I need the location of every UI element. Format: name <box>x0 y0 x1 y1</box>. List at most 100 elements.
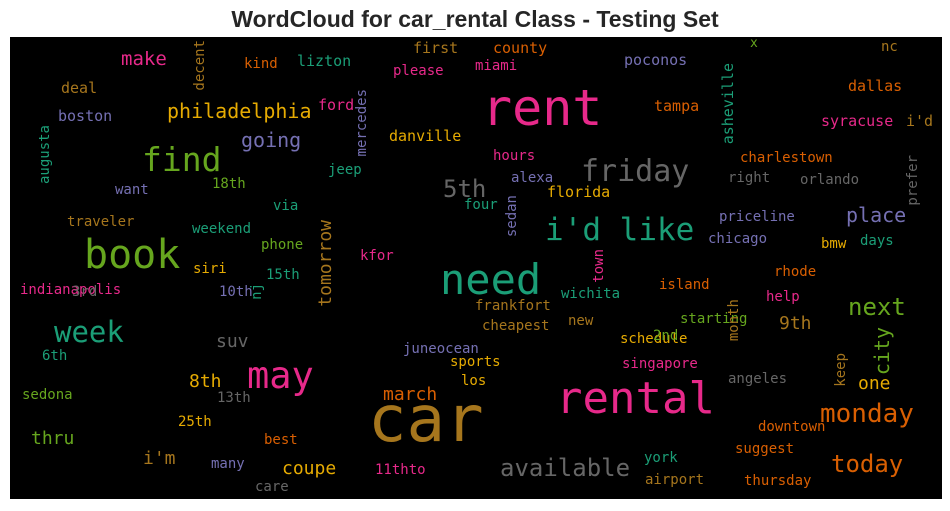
word-angeles: month <box>726 299 742 342</box>
word-kind: kind <box>244 56 278 72</box>
word-sedona: los <box>461 373 487 389</box>
word-car: car <box>368 383 484 457</box>
word-13th: 25th <box>178 414 212 430</box>
word-next: next <box>848 293 906 321</box>
word-los: angeles <box>728 371 788 387</box>
word-first: first <box>413 39 459 57</box>
word-id: i'd <box>906 112 934 130</box>
word-phone: phone <box>261 237 304 253</box>
word-philadelphia: philadelphia <box>167 99 312 123</box>
word-frankfort: new <box>568 313 594 329</box>
word-dallas: dallas <box>848 77 903 95</box>
word-right: right <box>728 170 771 186</box>
word-care: airport <box>645 472 705 488</box>
word-number: siri <box>193 261 227 277</box>
word-18th: 18th <box>212 176 246 192</box>
word-charlestown: charlestown <box>740 150 833 166</box>
word-kfor: kfor <box>360 248 394 264</box>
word-find: find <box>142 140 222 179</box>
word-alexa: alexa <box>511 170 554 186</box>
word-bmw: bmw <box>821 236 847 252</box>
word-rent: rent <box>482 79 603 137</box>
word-chicago: chicago <box>708 231 768 247</box>
word-5th: 5th <box>443 175 487 203</box>
word-make: make <box>121 48 167 70</box>
word-one: one <box>858 373 891 394</box>
word-lizton: lizton <box>297 52 352 70</box>
word-today: today <box>831 450 904 478</box>
word-days: days <box>860 233 894 249</box>
word-tampa: tampa <box>654 97 700 115</box>
word-island: help <box>766 289 800 305</box>
word-rental: rental <box>556 373 715 424</box>
word-suv: suv <box>216 331 249 352</box>
word-juneocean: sports <box>450 354 501 370</box>
word-11thto: care <box>255 479 289 495</box>
word-sedan: sedan <box>504 195 520 238</box>
word-keep: 13th <box>217 390 251 406</box>
word-need: need <box>440 255 542 304</box>
word-york: 11thto <box>375 462 426 478</box>
word-weekend: weekend <box>192 221 252 237</box>
word-friday: friday <box>581 154 690 189</box>
word-month: keep <box>833 353 849 387</box>
word-indianapolis: 3rd <box>72 284 98 300</box>
chart-title: WordCloud for car_rental Class - Testing… <box>231 6 719 32</box>
word-8th: 8th <box>189 371 222 392</box>
word-hours: hours <box>493 148 536 164</box>
word-6th: schedule <box>620 331 688 347</box>
word-10th: nj <box>249 283 265 300</box>
word-singapore: sedona <box>22 387 73 403</box>
word-march: march <box>383 384 438 405</box>
word-im: i'm <box>143 448 176 469</box>
word-prefer: prefer <box>905 155 921 206</box>
word-priceline: priceline <box>719 209 795 225</box>
word-wichita: town <box>591 249 607 283</box>
word-x: x <box>750 37 758 51</box>
word-florida: florida <box>547 183 611 201</box>
word-cloud: rent car rental need book may find i'd l… <box>10 37 942 499</box>
word-poconos: poconos <box>624 51 688 69</box>
word-monday: monday <box>820 399 914 429</box>
word-traveler: traveler <box>67 214 135 230</box>
word-many: york <box>644 450 678 466</box>
word-9th: 9th <box>779 313 812 334</box>
word-cheapest: 6th <box>42 348 68 364</box>
word-asheville: asheville <box>719 63 737 145</box>
word-city: city <box>870 327 894 376</box>
word-please: please <box>393 63 444 79</box>
word-boston: boston <box>58 107 113 125</box>
word-2nd: juneocean <box>403 341 479 357</box>
word-schedule: 2nd <box>653 328 679 344</box>
word-miami: miami <box>475 58 518 74</box>
word-help: frankfort <box>475 298 551 314</box>
word-thru: thru <box>31 428 75 449</box>
word-four: four <box>464 197 498 213</box>
word-25th: downtown <box>758 419 826 435</box>
word-decent: decent <box>192 40 208 91</box>
word-id-like: i'd like <box>545 212 695 248</box>
word-new: starting <box>680 311 748 327</box>
word-airport: thursday <box>744 473 812 489</box>
word-jeep: jeep <box>328 162 362 178</box>
word-downtown: best <box>264 432 298 448</box>
word-ford: ford <box>318 96 355 114</box>
word-rhode: indianapolis <box>20 282 122 298</box>
word-county: county <box>493 39 548 57</box>
word-suggest: many <box>211 456 245 472</box>
word-tomorrow: tomorrow <box>315 220 336 307</box>
word-via: via <box>273 198 299 214</box>
word-available: available <box>500 454 631 482</box>
word-mercedes: mercedes <box>354 89 370 157</box>
word-augusta: augusta <box>37 125 53 185</box>
word-danville: danville <box>389 127 462 145</box>
word-orlando: orlando <box>800 172 860 188</box>
word-town: island <box>659 277 710 293</box>
word-nc: nc <box>881 39 898 55</box>
word-may: may <box>247 354 314 397</box>
word-starting: cheapest <box>482 318 550 334</box>
word-siri: rhode <box>774 264 817 280</box>
word-coupe: coupe <box>282 458 337 479</box>
word-3rd: 10th <box>219 284 253 300</box>
word-want: want <box>115 182 149 198</box>
